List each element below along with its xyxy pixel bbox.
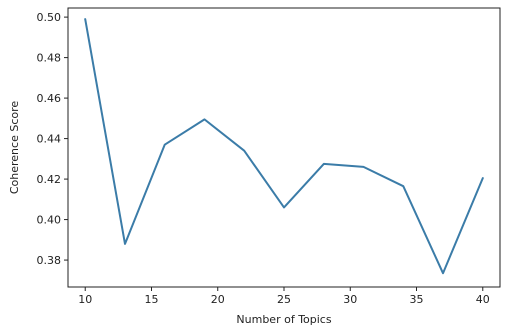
y-tick-label: 0.38 — [37, 254, 62, 267]
x-tick-label: 30 — [343, 293, 357, 306]
x-tick-label: 10 — [78, 293, 92, 306]
x-tick-label: 20 — [211, 293, 225, 306]
y-axis-label: Coherence Score — [8, 101, 21, 195]
x-axis-label: Number of Topics — [236, 313, 331, 326]
series-line — [84, 18, 484, 275]
series-layer — [84, 18, 484, 275]
plot-frame — [67, 7, 501, 288]
y-tick-label: 0.42 — [37, 173, 62, 186]
y-tick-label: 0.48 — [37, 52, 62, 65]
axis-ticks: 10 15 20 25 30 35 40 0.38 0.40 0.42 0.44 0.46 0.48 0.… — [37, 11, 490, 306]
x-tick-label: 35 — [410, 293, 424, 306]
x-tick-label: 40 — [476, 293, 490, 306]
x-tick-label: 25 — [277, 293, 291, 306]
y-tick-label: 0.44 — [37, 133, 62, 146]
y-tick-label: 0.50 — [37, 11, 62, 24]
y-tick-label: 0.40 — [37, 214, 62, 227]
y-tick-label: 0.46 — [37, 92, 62, 105]
x-tick-label: 15 — [144, 293, 158, 306]
